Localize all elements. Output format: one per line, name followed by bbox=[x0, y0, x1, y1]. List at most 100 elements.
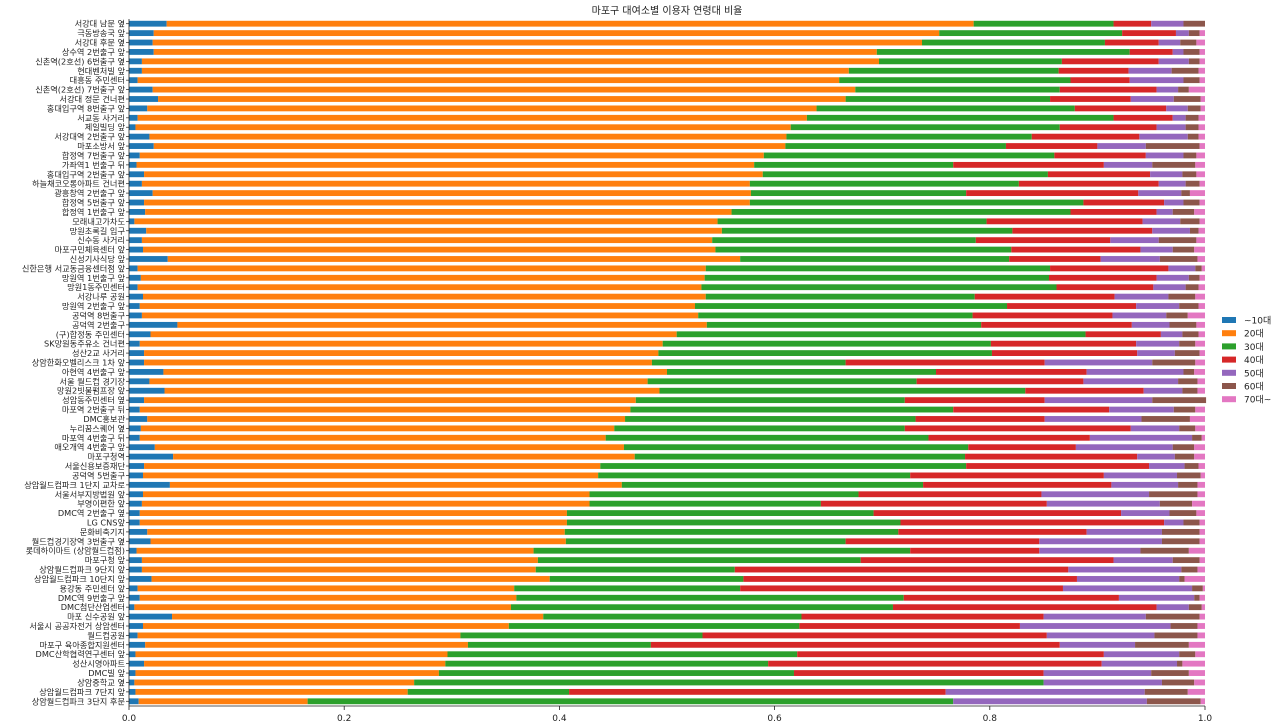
bar-segment-1-row-36 bbox=[129, 350, 145, 356]
bar-segment-7-row-5 bbox=[1199, 58, 1205, 65]
y-tick-label: 부영이편한 앞 bbox=[77, 499, 125, 509]
bar-segment-3-row-25 bbox=[715, 246, 1012, 253]
bar-segment-4-row-22 bbox=[986, 218, 1143, 225]
bar-segment-5-row-37 bbox=[1044, 359, 1153, 366]
bar-segment-2-row-5 bbox=[141, 58, 879, 65]
bar-segment-1-row-46 bbox=[129, 444, 155, 451]
bar-segment-6-row-1 bbox=[1183, 20, 1205, 27]
bar-segment-3-row-35 bbox=[662, 340, 991, 347]
bar-segment-1-row-73 bbox=[129, 698, 139, 705]
bar-segment-7-row-58 bbox=[1199, 557, 1205, 564]
y-tick-label: 마포역 2번출구 뒤 bbox=[62, 405, 125, 415]
bar-segment-5-row-32 bbox=[1112, 312, 1167, 319]
bar-segment-2-row-46 bbox=[154, 444, 624, 451]
legend-swatch-5 bbox=[1222, 369, 1236, 376]
bar-segment-4-row-42 bbox=[953, 406, 1110, 413]
bar-segment-1-row-42 bbox=[129, 406, 140, 413]
bar-segment-7-row-29 bbox=[1198, 284, 1205, 291]
bar-segment-5-row-57 bbox=[1039, 547, 1141, 554]
bar-segment-2-row-54 bbox=[139, 519, 567, 526]
bar-segment-3-row-69 bbox=[445, 660, 769, 667]
bar-segment-5-row-70 bbox=[1043, 670, 1152, 676]
bar-segment-4-row-13 bbox=[1031, 133, 1140, 140]
bar-segment-5-row-44 bbox=[1130, 425, 1180, 432]
bar-segment-3-row-68 bbox=[447, 651, 798, 658]
bar-segment-7-row-15 bbox=[1196, 152, 1205, 159]
bar-segment-4-row-34 bbox=[1085, 331, 1161, 338]
bar-segment-6-row-15 bbox=[1183, 152, 1197, 159]
bar-segment-2-row-71 bbox=[134, 679, 415, 686]
bar-segment-1-row-34 bbox=[129, 331, 151, 338]
bar-segment-4-row-47 bbox=[965, 453, 1138, 460]
bar-segment-4-row-9 bbox=[1050, 96, 1131, 102]
bar-segment-4-row-68 bbox=[797, 651, 1104, 658]
bar-segment-3-row-24 bbox=[712, 237, 976, 244]
bar-segment-1-row-51 bbox=[129, 491, 143, 498]
bar-segment-7-row-66 bbox=[1197, 632, 1205, 639]
bar-segment-6-row-2 bbox=[1188, 30, 1200, 37]
bar-segment-6-row-54 bbox=[1183, 519, 1200, 526]
bar-segment-5-row-14 bbox=[1097, 143, 1146, 149]
bar-segment-3-row-33 bbox=[706, 321, 982, 328]
bar-segment-1-row-13 bbox=[129, 133, 150, 140]
bar-segment-2-row-31 bbox=[139, 303, 695, 309]
bar-segment-2-row-26 bbox=[167, 256, 741, 262]
bar-segment-4-row-31 bbox=[1007, 303, 1137, 309]
bar-segment-1-row-72 bbox=[129, 688, 136, 695]
bar-segment-1-row-12 bbox=[129, 124, 136, 131]
bar-segment-6-row-72 bbox=[1144, 688, 1188, 695]
bar-segment-5-row-43 bbox=[1044, 416, 1142, 422]
bar-segment-3-row-56 bbox=[565, 538, 846, 545]
bar-segment-3-row-31 bbox=[694, 303, 1008, 309]
bar-segment-6-row-60 bbox=[1179, 576, 1185, 582]
bar-segment-2-row-53 bbox=[139, 510, 567, 516]
bar-segment-6-row-24 bbox=[1158, 237, 1197, 244]
y-tick-label: DMC빌 앞 bbox=[88, 668, 125, 678]
bar-segment-5-row-20 bbox=[1164, 199, 1184, 206]
bar-segment-6-row-58 bbox=[1172, 557, 1200, 564]
bar-segment-1-row-33 bbox=[129, 321, 178, 328]
bar-segment-2-row-45 bbox=[139, 434, 606, 441]
bar-segment-6-row-66 bbox=[1154, 632, 1198, 639]
bar-segment-4-row-54 bbox=[900, 519, 1165, 526]
bar-segment-6-row-28 bbox=[1188, 274, 1200, 281]
bar-segment-1-row-14 bbox=[129, 143, 154, 149]
y-tick-label: 아현역 4번출구 앞 bbox=[62, 367, 126, 377]
y-tick-label: 광흥창역 2번출구 앞 bbox=[54, 188, 125, 198]
bar-segment-5-row-10 bbox=[1166, 105, 1188, 112]
bar-segment-7-row-3 bbox=[1196, 39, 1205, 46]
bar-segment-1-row-9 bbox=[129, 96, 159, 102]
bar-segment-5-row-18 bbox=[1158, 180, 1186, 187]
bar-segment-1-row-18 bbox=[129, 180, 142, 187]
y-tick-label: 하늘채코오롱아파트 건너편 bbox=[32, 179, 125, 189]
bar-segment-2-row-4 bbox=[153, 49, 877, 55]
y-tick-label: 망원2빗물펌프장 앞 bbox=[57, 386, 126, 396]
bar-segment-5-row-1 bbox=[1151, 20, 1184, 27]
bar-segment-6-row-4 bbox=[1183, 49, 1200, 55]
bar-segment-4-row-32 bbox=[972, 312, 1113, 319]
bar-segment-4-row-49 bbox=[910, 472, 1104, 479]
y-tick-label: 용강동 주민센터 앞 bbox=[60, 583, 126, 593]
bar-segment-5-row-71 bbox=[1043, 679, 1162, 686]
bar-segment-7-row-30 bbox=[1195, 293, 1205, 300]
bar-segment-1-row-5 bbox=[129, 58, 142, 65]
bar-segment-4-row-33 bbox=[981, 321, 1132, 328]
bar-segment-2-row-50 bbox=[169, 481, 622, 488]
bar-segment-2-row-57 bbox=[136, 547, 534, 554]
bar-segment-7-row-11 bbox=[1198, 114, 1205, 121]
bar-segment-7-row-13 bbox=[1198, 133, 1205, 140]
bar-segment-4-row-24 bbox=[975, 237, 1111, 244]
bar-segment-4-row-25 bbox=[1011, 246, 1141, 253]
bar-segment-4-row-29 bbox=[1056, 284, 1154, 291]
bar-segment-2-row-40 bbox=[164, 387, 660, 394]
bar-segment-5-row-53 bbox=[1121, 510, 1170, 516]
bar-segment-2-row-16 bbox=[136, 161, 755, 168]
bar-segment-1-row-40 bbox=[129, 387, 165, 394]
bar-segment-3-row-22 bbox=[717, 218, 987, 225]
bar-segment-5-row-13 bbox=[1139, 133, 1188, 140]
bar-segment-5-row-15 bbox=[1145, 152, 1184, 159]
legend-label-2: 20대 bbox=[1244, 329, 1264, 340]
bar-segment-3-row-46 bbox=[623, 444, 969, 451]
y-tick-label: DMC역 9번출구 앞 bbox=[58, 593, 126, 603]
